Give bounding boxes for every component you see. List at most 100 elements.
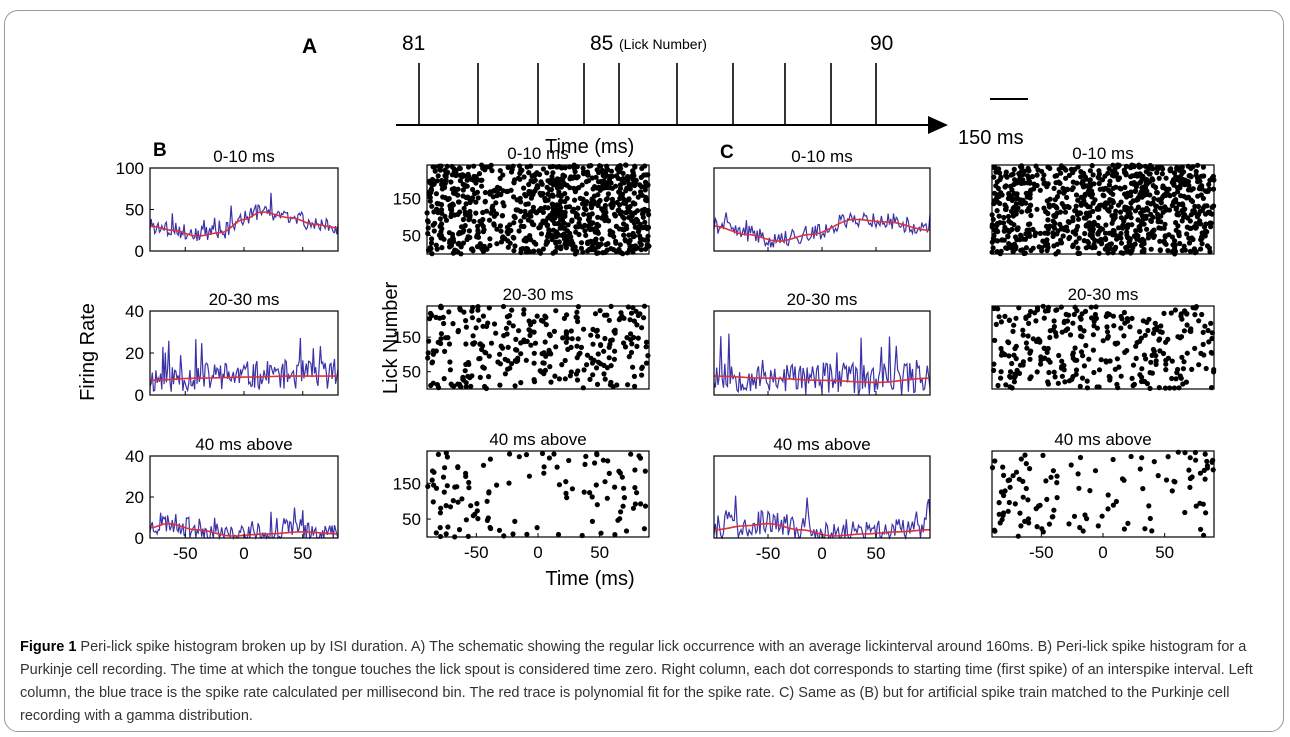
- isi-dot: [1023, 340, 1029, 346]
- isi-dot: [593, 365, 600, 371]
- isi-dot: [1045, 217, 1051, 223]
- isi-dot: [581, 326, 587, 332]
- isi-dot: [1025, 516, 1032, 522]
- isi-dot: [588, 355, 594, 361]
- isi-dot: [431, 209, 437, 215]
- isi-dot: [1082, 308, 1089, 314]
- isi-dot: [1099, 177, 1106, 183]
- isi-dot: [585, 248, 591, 254]
- isi-dot: [1149, 165, 1155, 171]
- isi-dot: [1061, 318, 1068, 324]
- isi-dot: [1098, 357, 1104, 363]
- isi-dot: [574, 309, 580, 315]
- isi-dot: [643, 246, 649, 252]
- isi-dot: [1066, 378, 1073, 384]
- plot-frame: [713, 167, 931, 252]
- isi-dot: [1053, 213, 1059, 219]
- isi-dot: [993, 321, 999, 327]
- isi-dot: [569, 217, 575, 223]
- ytick-label: 50: [402, 226, 421, 245]
- isi-dot: [554, 464, 560, 470]
- isi-dot: [547, 364, 553, 370]
- isi-dot: [462, 368, 468, 374]
- plot-title: 0-10 ms: [213, 147, 274, 166]
- isi-dot: [1045, 381, 1051, 387]
- isi-dot: [1077, 524, 1083, 531]
- isi-dot: [451, 238, 457, 245]
- isi-dot: [1011, 322, 1017, 328]
- isi-dot: [1114, 381, 1120, 387]
- isi-dot: [1149, 352, 1155, 358]
- isi-dot: [1134, 232, 1140, 238]
- isi-dot: [1113, 208, 1119, 214]
- isi-dot: [518, 168, 524, 174]
- isi-dot: [1167, 168, 1173, 174]
- isi-dot: [1073, 231, 1079, 237]
- isi-dot: [474, 508, 480, 514]
- isi-dot: [579, 182, 585, 188]
- plot-title: 40 ms above: [489, 430, 586, 449]
- plot-title: 20-30 ms: [787, 290, 858, 309]
- isi-dot: [460, 376, 466, 382]
- isi-dot: [1034, 172, 1040, 178]
- isi-dot: [642, 219, 648, 225]
- isi-dot: [502, 356, 508, 362]
- isi-dot: [1017, 362, 1024, 368]
- isi-dot: [638, 174, 644, 180]
- isi-dot: [642, 468, 648, 474]
- isi-dot: [1028, 212, 1034, 219]
- isi-dot: [1046, 202, 1052, 208]
- isi-dot: [1123, 172, 1129, 178]
- isi-dot: [1203, 510, 1209, 516]
- isi-dot: [631, 190, 637, 196]
- isi-dot: [443, 217, 450, 223]
- isi-dot: [513, 336, 519, 342]
- isi-dot: [546, 187, 553, 193]
- isi-dot: [485, 515, 491, 521]
- isi-dot: [1028, 308, 1034, 315]
- isi-dot: [1144, 188, 1150, 194]
- isi-dot: [997, 170, 1003, 176]
- isi-dot: [1047, 196, 1053, 202]
- xtick-label: 50: [1155, 543, 1174, 562]
- isi-dot: [1034, 206, 1040, 212]
- isi-dot: [1119, 476, 1126, 482]
- isi-dot: [1038, 361, 1044, 367]
- isi-dot: [573, 229, 579, 235]
- isi-dot: [536, 208, 542, 214]
- isi-dot: [534, 183, 541, 189]
- isi-dot: [1033, 318, 1039, 324]
- ytick-label: 100: [116, 159, 144, 178]
- isi-dot: [512, 358, 519, 364]
- isi-dot: [595, 351, 601, 357]
- isi-dot: [1195, 175, 1201, 181]
- ytick-label: 40: [125, 302, 144, 321]
- isi-dot: [1078, 333, 1084, 339]
- isi-dot: [1040, 452, 1046, 458]
- isi-dot: [1068, 462, 1074, 468]
- isi-dot: [547, 212, 553, 219]
- isi-dot: [1060, 233, 1066, 239]
- isi-dot: [1075, 223, 1081, 230]
- isi-dot: [1177, 335, 1183, 341]
- plot-frame: [991, 305, 1215, 390]
- isi-dot: [1113, 341, 1119, 347]
- isi-dot: [480, 313, 486, 319]
- isi-dot: [1095, 523, 1101, 529]
- isi-dot: [589, 360, 596, 366]
- isi-dot: [529, 219, 535, 225]
- isi-dot: [591, 198, 597, 204]
- isi-dot: [1133, 228, 1139, 234]
- isi-dot: [1195, 193, 1201, 199]
- isi-dot: [637, 235, 644, 242]
- isi-dot: [522, 208, 528, 215]
- isi-dot: [560, 335, 566, 341]
- isi-dot: [1126, 243, 1132, 249]
- isi-dot: [1125, 520, 1131, 527]
- isi-dot: [1087, 168, 1093, 174]
- xtick-label: 0: [1098, 543, 1107, 562]
- isi-dot: [526, 188, 532, 195]
- isi-dot: [1200, 341, 1206, 347]
- isi-dot: [1092, 468, 1099, 474]
- plot-b-line-2: 40 ms above 0 20 40 -50 0 50: [125, 435, 339, 563]
